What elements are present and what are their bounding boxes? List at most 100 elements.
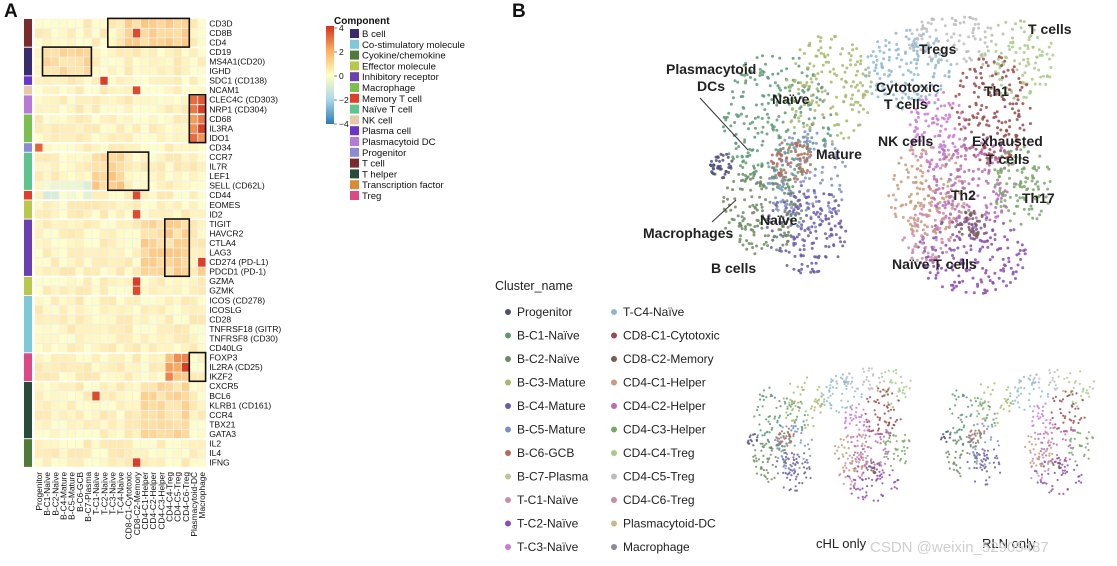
umap-point (741, 243, 745, 247)
umap-point (790, 172, 794, 176)
umap-point (775, 153, 779, 157)
umap-point (833, 72, 837, 76)
umap-point (799, 81, 803, 85)
heatmap-cell (59, 57, 68, 67)
umap-point (1009, 392, 1012, 395)
umap-point (948, 467, 951, 470)
umap-point (797, 81, 800, 85)
heatmap-cell (67, 66, 76, 76)
umap-point (1008, 119, 1012, 123)
umap-point (1031, 459, 1034, 463)
umap-point (819, 411, 822, 414)
umap-point (942, 216, 946, 220)
umap-point (827, 60, 831, 64)
heatmap-cell (34, 85, 43, 96)
umap-point (876, 398, 879, 401)
umap-point (820, 392, 823, 395)
gene-label: NRP1 (CD304) (209, 104, 267, 114)
heatmap-cell (91, 133, 100, 143)
umap-point (1050, 460, 1053, 463)
heatmap-cell (197, 133, 206, 143)
umap-point (797, 64, 801, 68)
heatmap-cell (75, 448, 84, 458)
heatmap-cell (124, 152, 133, 162)
umap-point (831, 207, 835, 211)
umap-point (1072, 402, 1075, 405)
heatmap-cell (132, 28, 141, 38)
heatmap-cell (189, 334, 198, 344)
heatmap-cell (165, 219, 174, 229)
label-mature: Mature (816, 146, 862, 162)
heatmap-cell (173, 400, 182, 411)
umap-point (944, 163, 948, 166)
umap-point (755, 472, 759, 475)
umap-point (765, 218, 769, 222)
umap-point (899, 204, 903, 208)
umap-point (982, 452, 986, 455)
umap-point (1051, 416, 1054, 420)
umap-point (829, 394, 832, 397)
umap-point (769, 453, 772, 456)
umap-point (836, 133, 839, 137)
umap-point (1013, 160, 1017, 163)
heatmap-cell (116, 381, 125, 392)
umap-point (972, 441, 975, 444)
umap-point (839, 190, 843, 194)
umap-point (949, 63, 953, 67)
umap-point (977, 22, 980, 26)
umap-point (999, 171, 1003, 174)
heatmap-cell (132, 343, 141, 353)
umap-point (1073, 381, 1076, 384)
heatmap-cell (197, 181, 206, 191)
heatmap-cell (75, 305, 84, 315)
umap-point (876, 40, 880, 44)
umap-point (980, 148, 984, 152)
umap-point (793, 213, 797, 217)
umap-point (816, 72, 820, 76)
umap-point (929, 204, 933, 207)
umap-point (1016, 401, 1020, 404)
umap-point (841, 377, 844, 380)
umap-point (921, 251, 925, 255)
heatmap-cell (83, 228, 92, 239)
heatmap-cell (67, 85, 76, 96)
umap-point (881, 84, 884, 88)
heatmap-cell (83, 353, 92, 363)
umap-point (883, 455, 886, 459)
umap-point (913, 213, 917, 217)
umap-point (761, 73, 765, 77)
umap-point (739, 72, 743, 76)
umap-point (1080, 444, 1083, 447)
umap-point (895, 104, 899, 108)
heatmap-cell (148, 257, 157, 267)
heatmap-grid (34, 18, 207, 469)
heatmap-cell (116, 228, 125, 239)
heatmap-cell (132, 95, 141, 105)
umap-point (949, 235, 953, 239)
umap-point (842, 455, 845, 458)
umap-point (814, 141, 818, 145)
heatmap-cell (116, 267, 125, 277)
heatmap-cell (34, 133, 43, 143)
umap-point (833, 452, 837, 455)
umap-point (825, 400, 828, 403)
umap-point (798, 144, 802, 148)
umap-point (778, 437, 781, 440)
heatmap-cell (42, 104, 51, 115)
heatmap-cell (197, 334, 206, 344)
umap-point (941, 186, 945, 190)
heatmap-cell (157, 362, 166, 372)
umap-point (980, 280, 984, 284)
umap-point (810, 225, 814, 229)
umap-point (846, 457, 849, 460)
umap-point (788, 488, 791, 492)
heatmap-cell (157, 143, 166, 153)
cluster-swatch (611, 426, 617, 433)
umap-point (894, 480, 897, 483)
umap-point (756, 434, 759, 437)
umap-point (873, 470, 876, 474)
umap-point (795, 211, 799, 215)
umap-point (761, 445, 764, 448)
umap-point (865, 440, 868, 443)
heatmap-cell (189, 18, 198, 29)
